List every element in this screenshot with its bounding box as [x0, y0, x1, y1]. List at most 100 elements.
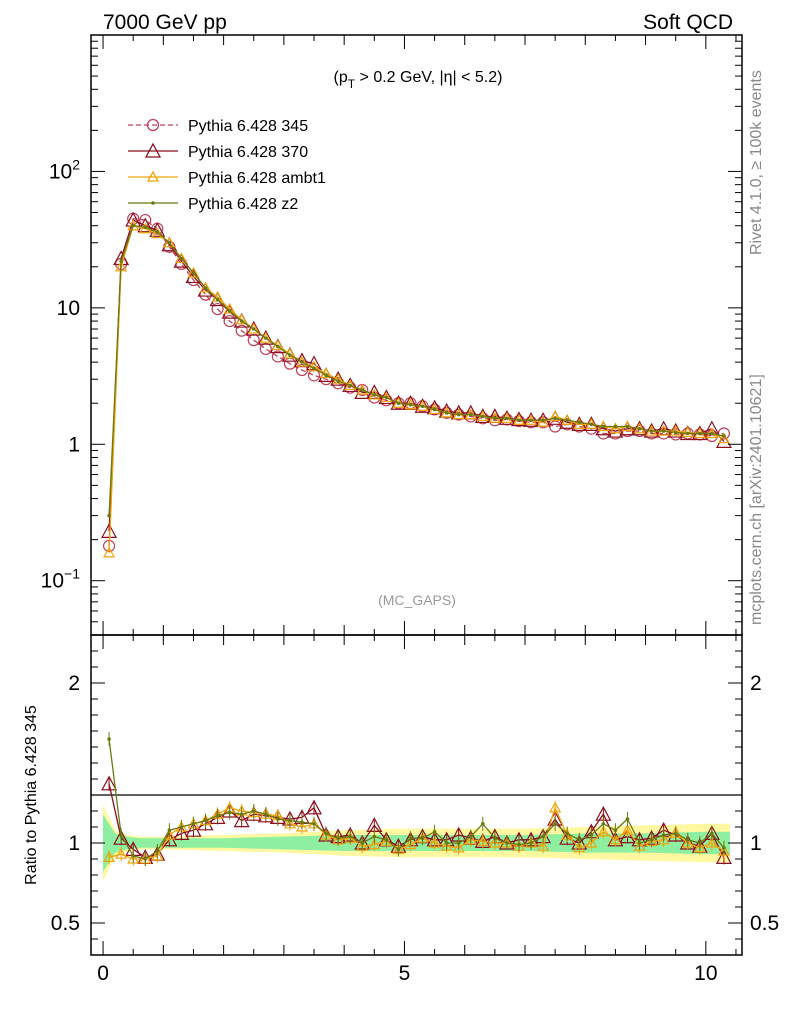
main-point-z2	[613, 424, 618, 429]
main-point-ambt1	[175, 252, 188, 264]
main-point-z2	[131, 223, 135, 228]
main-point-ambt1	[187, 266, 200, 278]
main-point-p370	[257, 329, 274, 345]
ratio-point-ambt1	[151, 849, 164, 861]
ratio-point-z2	[276, 817, 280, 821]
ratio-point-z2	[710, 831, 714, 836]
tick-base: 10	[49, 160, 72, 183]
main-y-tick-label: 102	[49, 156, 80, 183]
main-point-z2	[348, 383, 352, 388]
tick-exponent: 2	[72, 156, 80, 172]
main-point-ambt1	[573, 418, 586, 429]
main-point-p370	[101, 523, 118, 538]
main-point-ambt1	[199, 281, 212, 293]
main-point-ambt1	[681, 426, 694, 438]
ratio-point-z2	[119, 833, 123, 837]
main-point-p370	[137, 217, 154, 233]
main-point-z2	[179, 256, 184, 261]
ratio-point-z2	[649, 838, 654, 842]
main-point-p345	[211, 302, 224, 316]
main-point-z2	[107, 513, 111, 518]
legend-label-z2: Pythia 6.428 z2	[188, 196, 298, 213]
main-point-z2	[649, 429, 654, 433]
main-series-line-z2	[108, 225, 725, 516]
ratio-point-ambt1	[621, 823, 634, 835]
title-sub: T	[348, 77, 356, 91]
main-point-z2	[493, 416, 497, 421]
ratio-point-ambt1	[404, 838, 417, 850]
ratio-point-ambt1	[368, 838, 381, 850]
main-point-z2	[300, 360, 304, 364]
main-point-z2	[119, 259, 123, 263]
main-point-z2	[517, 418, 521, 423]
main-y-tick-label: 10−1	[41, 566, 81, 593]
legend-marker-345	[146, 118, 160, 132]
ratio-point-p370	[173, 825, 190, 841]
ratio-point-z2	[300, 820, 304, 824]
ratio-point-ambt1	[573, 841, 586, 853]
ratio-point-z2	[179, 825, 184, 829]
ratio-point-z2	[456, 841, 461, 845]
ratio-point-z2	[565, 831, 569, 836]
ratio-series-group	[101, 732, 732, 866]
ratio-point-ambt1	[633, 839, 646, 851]
ratio-point-p370	[559, 829, 576, 845]
main-point-z2	[529, 418, 533, 423]
ratio-point-z2	[541, 834, 545, 839]
main-point-ambt1	[717, 432, 730, 444]
ratio-point-z2	[577, 838, 582, 842]
ratio-point-p370	[197, 815, 214, 831]
ratio-y-axis-label: Ratio to Pythia 6.428 345	[23, 705, 40, 885]
ratio-point-z2	[107, 737, 111, 741]
ratio-point-ambt1	[464, 833, 477, 845]
main-point-p345	[307, 369, 321, 382]
ratio-point-z2	[396, 847, 401, 852]
main-point-p345	[223, 314, 236, 328]
main-point-p345	[235, 324, 248, 337]
main-point-z2	[589, 422, 594, 427]
ratio-point-z2	[384, 838, 389, 842]
ratio-point-z2	[420, 836, 425, 840]
ratio-point-z2	[601, 822, 606, 826]
main-point-z2	[155, 230, 160, 234]
main-point-z2	[722, 434, 726, 438]
ratio-point-z2	[324, 831, 328, 836]
header-right: Soft QCD	[643, 11, 733, 34]
ratio-point-p370	[306, 799, 323, 815]
main-point-ambt1	[247, 322, 260, 334]
main-point-z2	[481, 414, 485, 419]
ratio-point-z2	[613, 828, 618, 832]
main-point-ambt1	[163, 236, 176, 248]
main-point-z2	[637, 426, 642, 431]
ratio-point-z2	[239, 812, 244, 816]
ratio-point-ambt1	[488, 836, 501, 848]
main-point-p345	[549, 420, 562, 433]
main-point-z2	[143, 225, 148, 230]
main-point-z2	[396, 401, 401, 406]
main-point-z2	[384, 395, 389, 400]
ratio-point-z2	[625, 817, 630, 821]
main-point-z2	[553, 416, 557, 421]
ratio-point-z2	[203, 818, 208, 823]
legend: Pythia 6.428 345 Pythia 6.428 370 Pythia…	[128, 118, 326, 213]
legend-entry-ambt1: Pythia 6.428 ambt1	[128, 170, 326, 187]
main-point-z2	[432, 407, 437, 412]
ratio-series-line-z2	[108, 738, 725, 860]
main-point-z2	[710, 431, 714, 436]
legend-marker-z2	[151, 201, 155, 205]
ratio-point-ambt1	[681, 836, 694, 848]
ratio-point-ambt1	[549, 801, 562, 813]
main-point-p370	[342, 377, 359, 393]
ratio-series-line-ambt1	[108, 805, 725, 860]
legend-entry-z2: Pythia 6.428 z2	[128, 196, 298, 213]
main-y-tick-label: 1	[68, 433, 80, 456]
header-left: 7000 GeV pp	[103, 11, 227, 34]
main-point-z2	[360, 388, 365, 392]
ratio-y-tick-label-left: 2	[68, 672, 80, 695]
main-point-z2	[456, 412, 461, 417]
legend-entry-345: Pythia 6.428 345	[128, 118, 308, 135]
legend-label-370: Pythia 6.428 370	[188, 144, 308, 161]
main-point-z2	[541, 418, 545, 423]
ratio-point-z2	[517, 842, 521, 847]
